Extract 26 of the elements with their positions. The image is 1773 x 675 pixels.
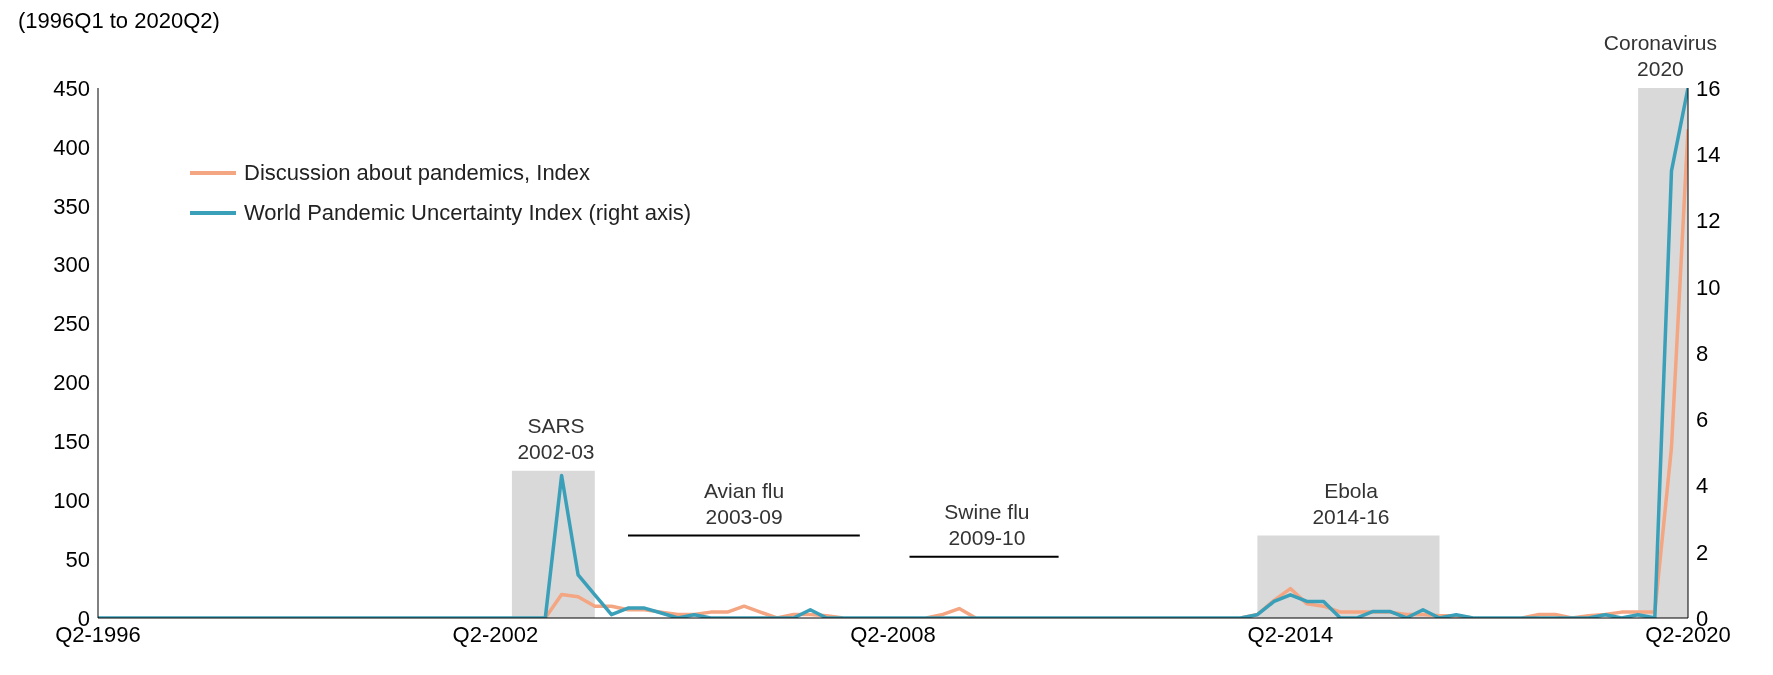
y2-tick-label: 12 [1696,208,1721,234]
legend-label: Discussion about pandemics, Index [244,159,591,187]
x-tick-label: Q2-2014 [1247,621,1334,647]
y-tick-label: 450 [53,75,90,101]
annotation: SARS 2002-03 [517,413,595,463]
y-tick-label: 200 [53,370,90,396]
y2-tick-label: 10 [1696,274,1721,300]
y-tick-label: 300 [53,252,90,278]
y-tick-label: 150 [53,429,90,455]
annotation: Avian flu 2003-09 [704,478,785,528]
y-tick-label: 350 [53,193,90,219]
legend-label: World Pandemic Uncertainty Index (right axis) [244,199,692,227]
y2-tick-label: 14 [1696,142,1721,168]
chart-title: (1996Q1 to 2020Q2) [18,8,220,34]
y2-tick-label: 6 [1696,407,1709,433]
y2-tick-label: 2 [1696,539,1709,565]
y2-tick-label: 8 [1696,340,1709,366]
x-tick-label: Q2-2002 [452,621,539,647]
y2-tick-label: 4 [1696,473,1709,499]
annotation: Swine flu 2009-10 [944,499,1030,549]
x-tick-label: Q2-2008 [850,621,936,647]
y-tick-label: 250 [53,311,90,337]
annotation: Ebola 2014-16 [1312,478,1390,528]
y-tick-label: 100 [53,488,90,514]
y-tick-label: 400 [53,134,90,160]
y-tick-label: 50 [65,546,90,572]
